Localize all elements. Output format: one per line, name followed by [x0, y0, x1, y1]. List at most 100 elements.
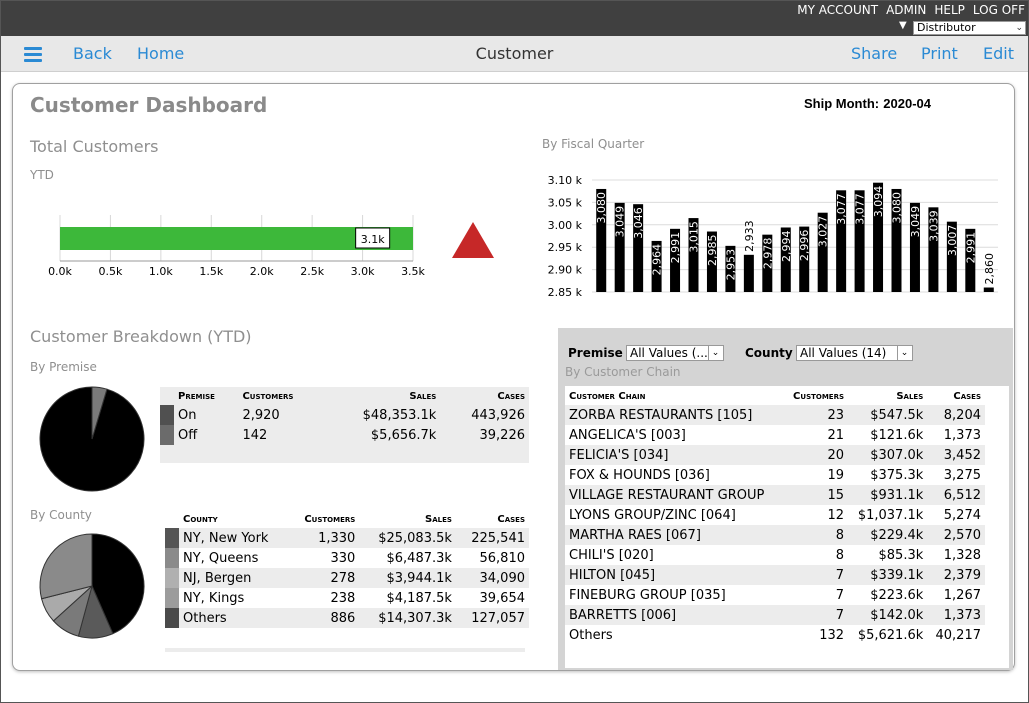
fq-bar[interactable] [946, 221, 957, 292]
chain-row[interactable]: LYONS GROUP/ZINC [064] 12 $1,037.1k 5,274 [565, 505, 985, 525]
premise-swatch-header [160, 387, 174, 405]
admin-link[interactable]: ADMIN [886, 3, 927, 17]
fq-y-tick-label: 3.00 k [548, 219, 583, 232]
fq-bar[interactable] [706, 231, 717, 292]
fq-bar[interactable] [614, 202, 625, 292]
county-customers: 1,330 [289, 528, 360, 548]
premise-customers: 2,920 [242, 407, 280, 423]
fiscal-quarter-chart: 3.10 k 3.05 k 3.00 k 2.95 k 2.90 k 2.85 k 3,08… [548, 174, 998, 299]
premise-row[interactable]: On 2,920 $48,353.1k 443,926 [160, 405, 529, 425]
fq-bar[interactable] [983, 287, 994, 292]
chain-row[interactable]: FINEBURG GROUP [035] 7 $223.6k 1,267 [565, 585, 985, 605]
fq-bar[interactable] [596, 188, 607, 292]
fq-bar-value-label: 3,094 [872, 186, 885, 218]
fq-bar[interactable] [965, 228, 976, 292]
chain-row[interactable]: HILTON [045] 7 $339.1k 2,379 [565, 565, 985, 585]
fq-bar[interactable] [725, 245, 736, 292]
county-filter-select[interactable]: All Values (14) ⌄ [796, 345, 913, 361]
chain-cases: 5,274 [943, 507, 981, 523]
chain-row[interactable]: FELICIA'S [034] 20 $307.0k 3,452 [565, 445, 985, 465]
menu-icon[interactable] [24, 47, 42, 62]
fq-bar[interactable] [909, 202, 920, 292]
chain-row[interactable]: VILLAGE RESTAURANT GROUP 15 $931.1k 6,512 [565, 485, 985, 505]
legend-swatch [165, 528, 179, 548]
fq-bar[interactable] [762, 234, 773, 292]
fq-bar[interactable] [780, 227, 791, 292]
chain-sales-header: Sales [896, 390, 924, 402]
county-customers-header: Customers [304, 513, 356, 525]
county-cases: 56,810 [479, 550, 526, 566]
fq-bar[interactable] [836, 190, 847, 292]
fq-bar[interactable] [651, 240, 662, 292]
legend-swatch-color [165, 568, 179, 588]
bullet-tick-label: 2.5k [300, 265, 324, 278]
fq-bar[interactable] [633, 204, 644, 292]
fq-bar[interactable] [873, 182, 884, 292]
chain-sales: $121.6k [870, 427, 924, 443]
county-cases: 34,090 [455, 568, 529, 588]
county-pie-slice[interactable] [39, 533, 93, 600]
chain-name: ANGELICA'S [003] [569, 427, 686, 443]
chain-cases: 2,570 [927, 525, 985, 545]
county-row[interactable]: NJ, Bergen 278 $3,944.1k 34,090 [165, 568, 529, 588]
chain-customers: 132 [819, 627, 845, 643]
account-links: MY ACCOUNT ADMIN HELP LOG OFF [797, 3, 1025, 17]
premise-pie-slice[interactable] [91, 386, 108, 440]
bullet-tick-label: 3.5k [401, 265, 425, 278]
fq-bar[interactable] [670, 228, 681, 292]
county-table-footer [165, 648, 525, 652]
chain-row[interactable]: MARTHA RAES [067] 8 $229.4k 2,570 [565, 525, 985, 545]
chain-name: Others [569, 627, 613, 643]
trend-triangle-icon [452, 222, 494, 258]
fq-bar[interactable] [799, 226, 810, 292]
log-off-link[interactable]: LOG OFF [972, 3, 1025, 17]
legend-swatch [165, 608, 179, 628]
premise-row[interactable]: Off 142 $5,656.7k 39,226 [160, 425, 529, 445]
county-sales-header: Sales [425, 513, 452, 525]
fq-bar[interactable] [817, 212, 828, 292]
chain-row[interactable]: ANGELICA'S [003] 21 $121.6k 1,373 [565, 425, 985, 445]
chain-row[interactable]: Others 132 $5,621.6k 40,217 [565, 625, 985, 645]
chain-row[interactable]: BARRETTS [006] 7 $142.0k 1,373 [565, 605, 985, 625]
county-row[interactable]: Others 886 $14,307.3k 127,057 [165, 608, 529, 628]
chain-row[interactable]: ZORBA RESTAURANTS [105] 23 $547.5k 8,204 [565, 405, 985, 425]
fq-bar-value-label: 3,080 [595, 192, 608, 224]
chevron-down-icon: ⌄ [897, 346, 911, 360]
fq-bar[interactable] [928, 207, 939, 292]
chain-name: LYONS GROUP/ZINC [064] [569, 507, 736, 523]
print-button[interactable]: Print [921, 44, 958, 63]
chevron-down-icon: ⌄ [708, 346, 722, 360]
chain-sales: $85.3k [878, 547, 924, 563]
county-row[interactable]: NY, New York 1,330 $25,083.5k 225,541 [165, 528, 529, 548]
back-button[interactable]: Back [73, 44, 112, 63]
fq-bar-value-label: 3,077 [835, 193, 848, 225]
chevron-down-icon[interactable]: ▼ [899, 20, 907, 31]
premise-name: On [178, 407, 197, 423]
county-sales: $6,487.3k [386, 550, 452, 566]
bullet-tick-label: 1.5k [199, 265, 223, 278]
fq-bar[interactable] [743, 254, 754, 292]
fq-bar[interactable] [891, 188, 902, 292]
my-account-link[interactable]: MY ACCOUNT [797, 3, 879, 17]
county-row[interactable]: NY, Queens 330 $6,487.3k 56,810 [165, 548, 529, 568]
premise-cases: 443,926 [471, 407, 525, 423]
chevron-down-icon: ⌄ [1015, 23, 1023, 33]
chain-row[interactable]: CHILI'S [020] 8 $85.3k 1,328 [565, 545, 985, 565]
county-pie-slice[interactable] [91, 533, 145, 635]
fq-bar[interactable] [854, 190, 865, 292]
chain-row[interactable]: FOX & HOUNDS [036] 19 $375.3k 3,275 [565, 465, 985, 485]
chain-customers: 15 [784, 485, 849, 505]
chain-cases: 2,379 [927, 565, 985, 585]
total-customers-subtitle: YTD [30, 168, 54, 182]
premise-filter-select[interactable]: All Values (... ⌄ [626, 345, 724, 361]
fq-bar[interactable] [688, 218, 699, 292]
home-button[interactable]: Home [137, 44, 185, 63]
edit-button[interactable]: Edit [983, 44, 1014, 63]
share-button[interactable]: Share [851, 44, 898, 63]
help-link[interactable]: HELP [934, 3, 965, 17]
ship-month-value: 2020-04 [883, 96, 931, 111]
county-row[interactable]: NY, Kings 238 $4,187.5k 39,654 [165, 588, 529, 608]
distributor-select[interactable]: Distributor ⌄ [913, 21, 1026, 35]
chain-cases: 1,373 [943, 427, 981, 443]
customer-chain-title: By Customer Chain [565, 365, 681, 379]
